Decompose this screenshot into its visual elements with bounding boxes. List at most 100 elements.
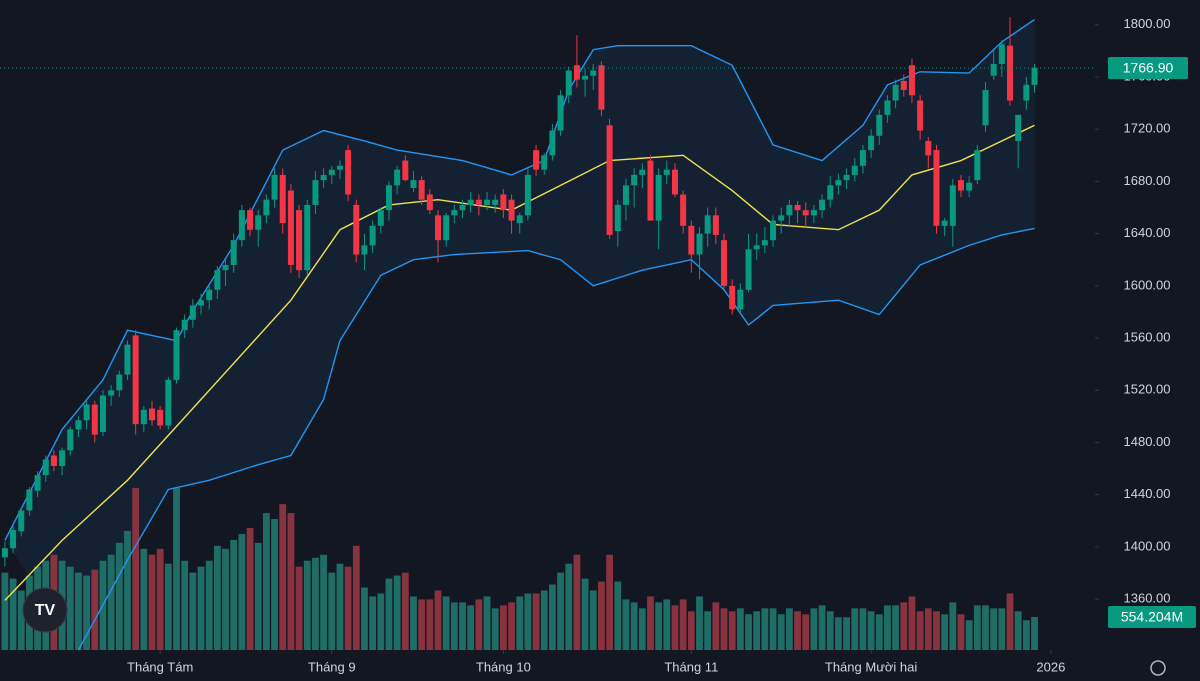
- volume-bar: [312, 557, 319, 650]
- volume-bar: [156, 548, 164, 650]
- candle-body: [908, 65, 915, 96]
- candle-body: [50, 455, 57, 466]
- candle-body: [712, 215, 719, 235]
- volume-bar: [908, 596, 916, 650]
- candle-body: [639, 169, 646, 175]
- volume-bar: [753, 611, 761, 650]
- volume-bar: [124, 530, 131, 650]
- candle-body: [467, 199, 474, 205]
- volume-bar: [663, 599, 671, 650]
- candle-body: [459, 204, 466, 211]
- candle-body: [557, 95, 564, 131]
- volume-bar: [115, 542, 123, 650]
- candle-body: [10, 529, 17, 549]
- candle-body: [475, 199, 482, 205]
- volume-bar: [83, 575, 91, 650]
- volume-bar: [957, 614, 965, 650]
- candle-body: [516, 215, 523, 224]
- candle-body: [377, 210, 384, 226]
- volume-bar: [246, 527, 254, 650]
- volume-bar: [810, 608, 818, 650]
- volume-bar: [794, 611, 801, 650]
- candle-body: [998, 44, 1005, 64]
- volume-bar: [271, 519, 278, 650]
- candle-body: [75, 420, 82, 430]
- volume-bar: [565, 563, 573, 650]
- volume-bar: [679, 599, 687, 650]
- volume-bar: [990, 608, 998, 650]
- volume-bar: [606, 554, 614, 650]
- candle-body: [287, 190, 294, 265]
- candle-body: [108, 390, 115, 396]
- candle-body: [704, 215, 711, 234]
- candle-body: [802, 210, 809, 216]
- candle-body: [770, 220, 777, 241]
- volume-bar: [745, 614, 752, 650]
- candle-body: [835, 180, 842, 186]
- volume-bar: [9, 578, 17, 650]
- volume-bar: [205, 560, 213, 650]
- volume-bar: [361, 587, 368, 650]
- candle-body: [745, 249, 752, 290]
- candle-body: [721, 240, 728, 286]
- candle-body: [753, 245, 760, 250]
- candle-body: [402, 160, 409, 181]
- candle-body: [34, 475, 41, 491]
- candle-body: [843, 174, 850, 181]
- volume-bar: [393, 575, 401, 650]
- candle-body: [647, 160, 654, 221]
- volume-bar: [336, 563, 344, 650]
- candle-body: [83, 404, 90, 421]
- settings-icon[interactable]: [1150, 660, 1166, 676]
- candle-body: [206, 289, 213, 301]
- candle-body: [165, 379, 172, 426]
- candle-body: [598, 65, 605, 110]
- candle-body: [124, 344, 131, 375]
- candle-body: [957, 180, 964, 191]
- y-tick-label: 1640.00: [1124, 225, 1171, 240]
- candle-body: [524, 174, 531, 216]
- candle-body: [900, 80, 907, 91]
- candle-body: [582, 75, 589, 80]
- volume-bar: [410, 596, 417, 650]
- candle-body: [1023, 84, 1030, 101]
- volume-bar: [998, 608, 1006, 650]
- band-fill: [4, 19, 1035, 651]
- volume-bar: [712, 602, 720, 650]
- candle-body: [271, 174, 278, 200]
- candle-body: [549, 130, 556, 156]
- candle-body: [917, 100, 924, 131]
- volume-bar: [189, 572, 197, 650]
- candle-body: [247, 210, 254, 230]
- volume-bar: [434, 590, 442, 650]
- candle-body: [67, 429, 74, 451]
- volume-bar: [75, 572, 82, 650]
- volume-bar: [475, 599, 483, 650]
- volume-bar: [924, 608, 932, 650]
- volume-bar: [303, 560, 311, 650]
- candle-body: [1015, 114, 1022, 141]
- volume-bar: [320, 554, 327, 650]
- candle-body: [868, 135, 875, 151]
- volume-bar: [401, 572, 409, 650]
- candle-body: [198, 300, 205, 306]
- last-volume-tag: [1108, 606, 1196, 629]
- volume-bar: [785, 608, 793, 650]
- volume-bar: [516, 596, 524, 650]
- candle-body: [925, 140, 932, 156]
- candle-body: [140, 409, 147, 425]
- y-tick-label: 1440.00: [1124, 486, 1171, 501]
- logo[interactable]: [22, 587, 68, 633]
- volume-bar: [818, 605, 826, 650]
- candle-body: [533, 150, 540, 170]
- volume-bar: [377, 593, 385, 650]
- band-line: [77, 227, 1035, 651]
- volume-bar: [426, 599, 434, 650]
- y-tick-label: 1360.00: [1124, 591, 1171, 606]
- y-tick-label: 1800.00: [1124, 16, 1171, 31]
- volume-bar: [638, 608, 646, 650]
- volume-bar: [728, 611, 736, 650]
- candle-body: [819, 199, 826, 211]
- y-tick-label: 1600.00: [1124, 277, 1171, 292]
